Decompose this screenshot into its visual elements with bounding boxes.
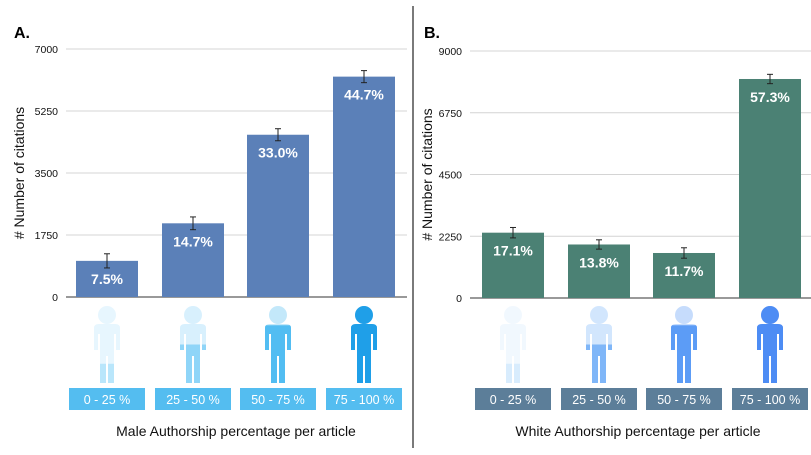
category-label: 75 - 100 %	[334, 393, 394, 407]
person-icon	[348, 304, 380, 385]
category-label: 50 - 75 %	[657, 393, 711, 407]
panel-label: A.	[14, 25, 30, 42]
data-label: 17.1%	[493, 243, 533, 259]
data-label: 11.7%	[665, 263, 704, 279]
y-tick-label: 9000	[439, 46, 463, 58]
bar	[568, 244, 630, 298]
y-axis-label: # Number of citations	[419, 108, 435, 240]
y-tick-label: 3500	[35, 168, 59, 180]
panel-label: B.	[424, 25, 440, 42]
person-icon	[497, 304, 529, 385]
bar	[333, 77, 395, 297]
data-label: 44.7%	[344, 87, 384, 103]
bar	[739, 79, 801, 298]
data-label: 33.0%	[258, 145, 298, 161]
person-icon	[91, 304, 123, 385]
x-axis-label: White Authorship percentage per article	[515, 423, 760, 439]
data-label: 57.3%	[750, 89, 790, 105]
data-label: 14.7%	[173, 233, 213, 249]
person-icon	[754, 304, 786, 385]
category-label: 0 - 25 %	[84, 393, 131, 407]
data-label: 7.5%	[91, 271, 123, 287]
category-label: 0 - 25 %	[490, 393, 537, 407]
y-tick-label: 1750	[35, 230, 59, 242]
person-icon	[583, 304, 615, 385]
person-icon	[262, 304, 294, 385]
y-tick-label: 4500	[439, 170, 463, 182]
y-tick-label: 6750	[439, 108, 463, 120]
category-label: 75 - 100 %	[740, 393, 800, 407]
person-icon	[668, 304, 700, 385]
y-tick-label: 5250	[35, 106, 59, 118]
y-tick-label: 0	[52, 292, 58, 304]
x-axis-label: Male Authorship percentage per article	[116, 423, 356, 439]
category-label: 25 - 50 %	[572, 393, 626, 407]
category-label: 25 - 50 %	[166, 393, 220, 407]
person-icon	[177, 304, 209, 385]
category-label: 50 - 75 %	[251, 393, 305, 407]
y-tick-label: 0	[456, 293, 462, 305]
y-axis-label: # Number of citations	[11, 107, 27, 239]
data-label: 13.8%	[579, 254, 619, 270]
y-tick-label: 7000	[35, 44, 59, 56]
y-tick-label: 2250	[439, 231, 463, 243]
